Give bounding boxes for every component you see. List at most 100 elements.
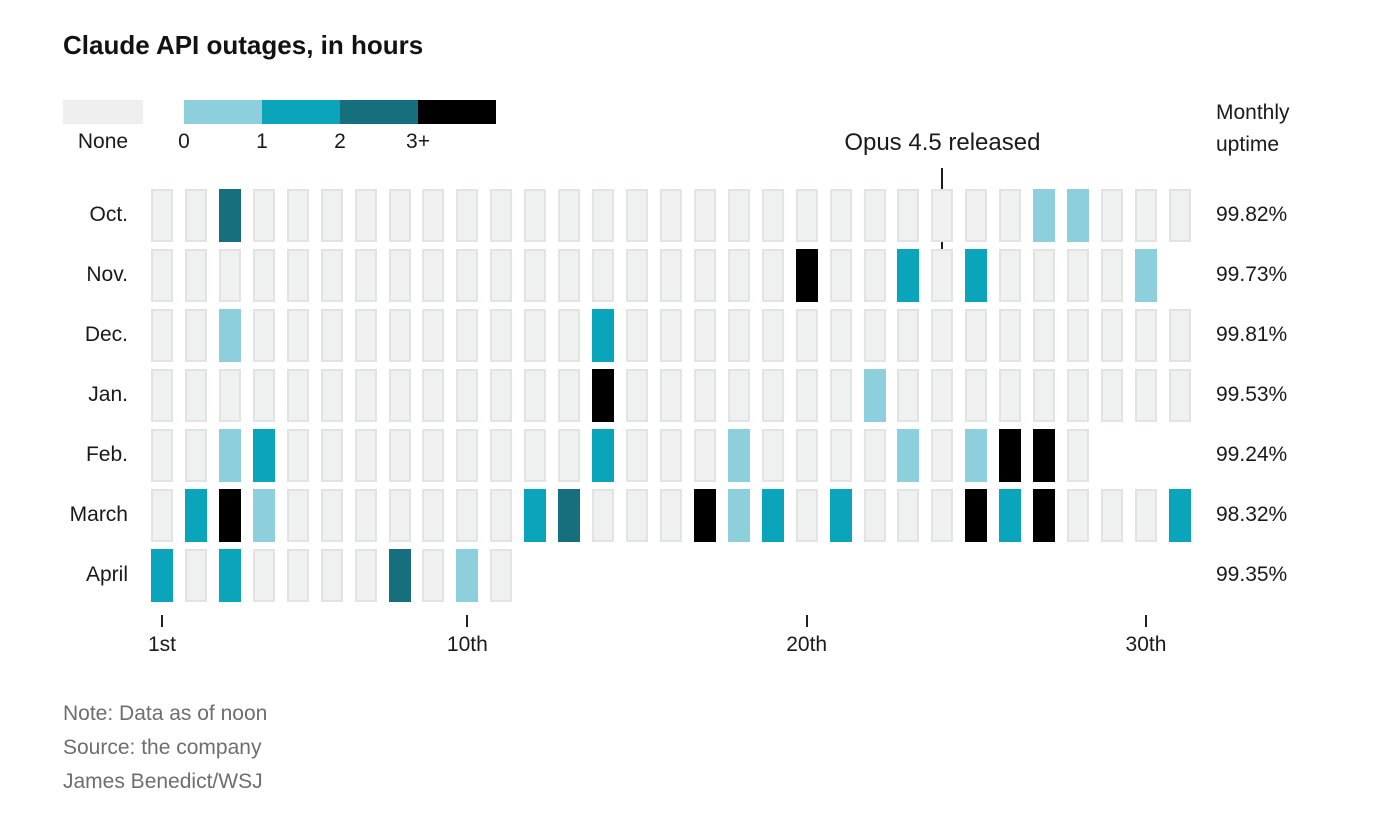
month-label: March xyxy=(69,503,128,526)
day-cell xyxy=(286,309,309,362)
day-cell xyxy=(1101,189,1124,242)
day-cell xyxy=(558,369,581,422)
day-cell xyxy=(965,309,988,362)
day-cell xyxy=(693,429,716,482)
day-cell xyxy=(1067,309,1090,362)
day-cell xyxy=(1067,249,1090,302)
day-cell xyxy=(252,549,275,602)
day-cell xyxy=(354,369,377,422)
uptime-value: 99.53% xyxy=(1216,383,1288,406)
day-cell xyxy=(626,249,649,302)
day-cell xyxy=(693,369,716,422)
legend-bin-label: 2 xyxy=(334,130,346,153)
day-cell xyxy=(286,429,309,482)
day-cell xyxy=(999,369,1022,422)
day-cell xyxy=(761,309,784,362)
day-cell xyxy=(422,249,445,302)
uptime-value: 99.82% xyxy=(1216,203,1288,226)
day-cell xyxy=(965,429,988,482)
day-cell xyxy=(184,189,207,242)
day-cell xyxy=(456,309,479,362)
day-cell xyxy=(388,309,411,362)
day-cell xyxy=(659,249,682,302)
day-cell xyxy=(151,489,173,542)
day-cell xyxy=(659,489,682,542)
day-cell xyxy=(761,369,784,422)
day-cell xyxy=(252,429,275,482)
day-cell xyxy=(354,549,377,602)
tick-mark xyxy=(1144,615,1147,627)
day-cell xyxy=(626,369,649,422)
day-cell xyxy=(354,249,377,302)
day-cell xyxy=(490,309,513,362)
day-cell xyxy=(931,369,954,422)
day-cell xyxy=(218,249,241,302)
day-cell xyxy=(795,429,818,482)
tick-label: 20th xyxy=(786,633,828,656)
tick-mark xyxy=(161,615,163,627)
day-cell xyxy=(151,369,173,422)
day-cell xyxy=(490,189,513,242)
month-label: Jan. xyxy=(88,383,128,406)
day-cell xyxy=(931,249,954,302)
day-cell xyxy=(252,489,275,542)
day-cell xyxy=(761,249,784,302)
tick-label: 10th xyxy=(446,633,488,656)
day-cell xyxy=(151,189,173,242)
day-cell xyxy=(795,369,818,422)
day-cell xyxy=(184,309,207,362)
day-cell xyxy=(388,249,411,302)
day-cell xyxy=(456,429,479,482)
day-cell xyxy=(592,489,615,542)
day-cell xyxy=(218,309,241,362)
day-cell xyxy=(558,309,581,362)
day-cell xyxy=(388,549,411,602)
day-cell xyxy=(558,489,581,542)
legend-bin-swatch xyxy=(418,100,496,124)
day-cell xyxy=(456,549,479,602)
chart-title: Claude API outages, in hours xyxy=(63,30,424,60)
day-cell xyxy=(354,189,377,242)
day-cell xyxy=(592,189,615,242)
uptime-value: 99.35% xyxy=(1216,563,1288,586)
day-cell xyxy=(829,429,852,482)
month-label: Dec. xyxy=(84,323,128,346)
day-cell xyxy=(931,189,954,242)
day-cell xyxy=(1033,309,1056,362)
day-cell xyxy=(1067,429,1090,482)
day-cell xyxy=(388,429,411,482)
day-cell xyxy=(320,429,343,482)
day-cell xyxy=(659,309,682,362)
legend-bin-label: 3+ xyxy=(406,130,430,153)
day-cell xyxy=(1168,189,1191,242)
day-cell xyxy=(1033,429,1056,482)
day-cell xyxy=(524,249,547,302)
day-cell xyxy=(727,369,750,422)
day-cell xyxy=(659,369,682,422)
day-cell xyxy=(490,369,513,422)
day-cell xyxy=(1134,249,1157,302)
day-cell xyxy=(456,189,479,242)
day-cell xyxy=(897,369,920,422)
day-cell xyxy=(388,189,411,242)
day-cell xyxy=(456,489,479,542)
day-cell xyxy=(863,369,886,422)
day-cell xyxy=(286,249,309,302)
day-cell xyxy=(761,429,784,482)
day-cell xyxy=(897,429,920,482)
day-cell xyxy=(931,489,954,542)
month-label: April xyxy=(85,563,128,586)
day-cell xyxy=(524,369,547,422)
legend-bin-swatch xyxy=(340,100,418,124)
day-cell xyxy=(829,189,852,242)
day-cell xyxy=(592,249,615,302)
day-cell xyxy=(320,189,343,242)
day-cell xyxy=(863,489,886,542)
day-cell xyxy=(151,549,173,602)
day-cell xyxy=(490,249,513,302)
day-cell xyxy=(422,309,445,362)
day-cell xyxy=(218,189,241,242)
day-cell xyxy=(320,369,343,422)
day-cell xyxy=(1067,189,1090,242)
